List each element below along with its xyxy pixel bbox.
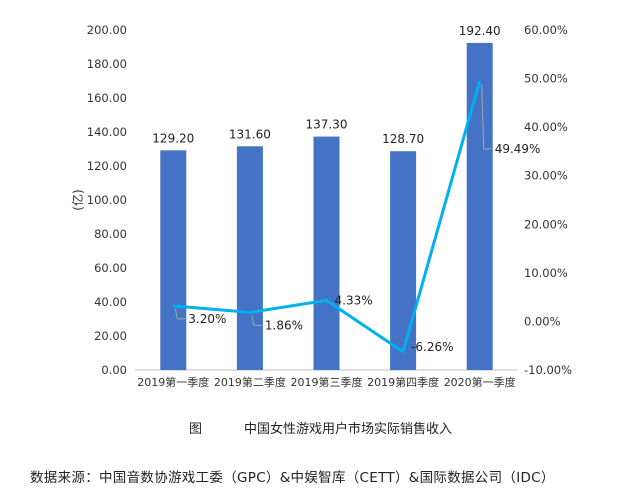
- y-tick-label: 100.00: [87, 193, 127, 207]
- y2-tick-label: -10.00%: [524, 363, 572, 377]
- y-axis-title: (亿): [70, 189, 85, 210]
- y-tick-label: 140.00: [87, 125, 127, 139]
- bar: [313, 136, 340, 370]
- y-tick-label: 20.00: [94, 329, 127, 343]
- leader-line: [251, 315, 262, 326]
- leader-lines: [174, 84, 492, 326]
- data-labels: 129.20 131.60 137.30 128.70 192.40 3.20% 1.86%…: [152, 24, 540, 354]
- bar: [160, 150, 187, 370]
- y-tick-label: 120.00: [87, 159, 127, 173]
- x-tick-label: 2019第三季度: [291, 375, 363, 389]
- line-value-label: 3.20%: [188, 312, 226, 326]
- y2-tick-label: 40.00%: [524, 120, 568, 134]
- line-value-label: 4.33%: [335, 293, 373, 307]
- y-tick-label: 200.00: [87, 23, 127, 37]
- figure-caption: 图 中国女性游戏用户市场实际销售收入: [0, 418, 641, 437]
- y-tick-label: 80.00: [94, 227, 127, 241]
- x-tick-label: 2019第一季度: [137, 375, 209, 389]
- line-series: [173, 80, 482, 354]
- line-value-label: 1.86%: [265, 318, 303, 332]
- x-tick-label: 2019第二季度: [214, 375, 286, 389]
- chart-axes: 0.00 20.00 40.00 60.00 80.00 100.00 120.00 140.…: [70, 23, 572, 389]
- y2-tick-label: 10.00%: [524, 266, 568, 280]
- bar: [236, 146, 263, 370]
- line-value-label: -6.26%: [411, 340, 453, 354]
- bar-value-label: 192.40: [459, 24, 501, 38]
- y2-tick-label: 30.00%: [524, 169, 568, 183]
- combo-chart: 0.00 20.00 40.00 60.00 80.00 100.00 120.00 140.…: [70, 23, 572, 389]
- source-note: 数据来源：中国音数协游戏工委（GPC）&中娱智库（CETT）&国际数据公司（ID…: [30, 470, 555, 486]
- bar-series: [160, 42, 493, 371]
- y-tick-label: 0.00: [101, 363, 127, 377]
- leader-line: [481, 84, 492, 150]
- line-value-label: 49.49%: [495, 142, 541, 156]
- x-tick-label: 2020第一季度: [444, 375, 516, 389]
- y-tick-label: 180.00: [87, 57, 127, 71]
- bar-value-label: 137.30: [306, 118, 348, 132]
- bar-value-label: 128.70: [382, 132, 424, 146]
- y2-tick-label: 50.00%: [524, 72, 568, 86]
- y2-tick-label: 60.00%: [524, 23, 568, 37]
- bar: [390, 151, 417, 370]
- y2-tick-label: 0.00%: [524, 314, 561, 328]
- y-tick-label: 160.00: [87, 91, 127, 105]
- leader-line: [174, 308, 186, 320]
- bar: [466, 42, 493, 371]
- bar-value-label: 131.60: [229, 127, 271, 141]
- figure-title: 中国女性游戏用户市场实际销售收入: [244, 422, 453, 437]
- bar-value-label: 129.20: [152, 131, 194, 145]
- y2-tick-label: 20.00%: [524, 217, 568, 231]
- figure-label: 图: [188, 422, 202, 437]
- x-tick-label: 2019第四季度: [367, 375, 439, 389]
- y-tick-label: 60.00: [94, 261, 127, 275]
- y-tick-label: 40.00: [94, 295, 127, 309]
